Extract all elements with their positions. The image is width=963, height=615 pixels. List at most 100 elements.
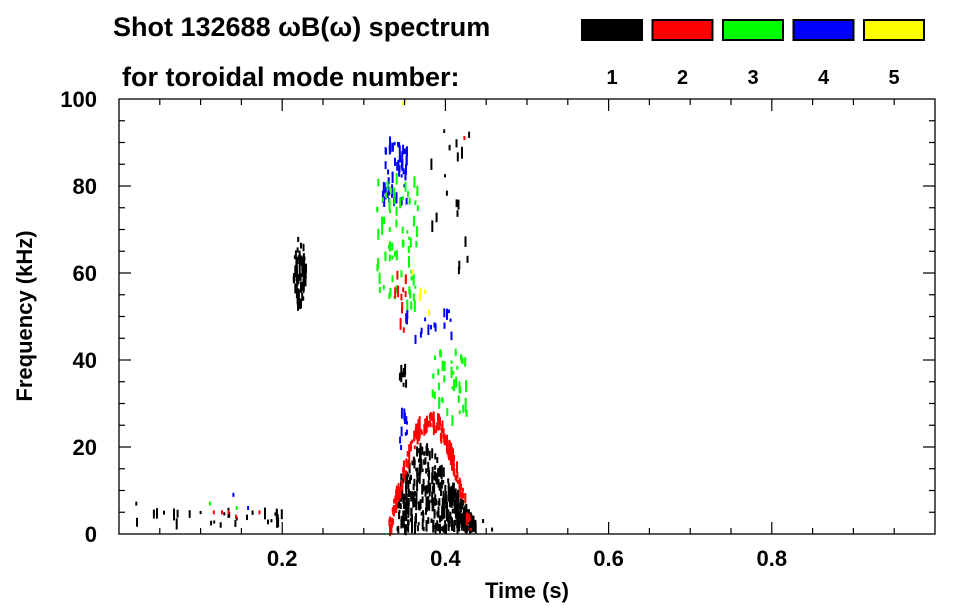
- spectrum-mark-mode-1: [433, 475, 435, 480]
- spectrum-mark-mode-4: [384, 161, 387, 170]
- spectrum-mark-mode-1: [457, 517, 460, 524]
- spectrum-mark-mode-3: [395, 206, 398, 216]
- spectrum-mark-mode-1: [459, 503, 462, 513]
- spectrum-mark-mode-2: [405, 470, 407, 475]
- spectrum-mark-mode-1: [421, 496, 424, 503]
- spectrum-mark-mode-4: [391, 142, 394, 152]
- spectrum-mark-mode-2: [452, 448, 454, 457]
- spectrum-mark-mode-1: [446, 503, 448, 512]
- spectrum-mark-mode-1: [426, 485, 429, 491]
- spectrum-mark-mode-4: [391, 172, 394, 177]
- spectrum-mark-mode-1: [423, 459, 426, 465]
- spectrum-mark-mode-3: [395, 285, 398, 294]
- spectrum-mark-mode-3: [465, 380, 467, 393]
- spectrum-mark-mode-1: [436, 520, 439, 525]
- spectrum-mark-mode-1: [136, 517, 138, 527]
- spectrum-mark-mode-1: [175, 518, 178, 530]
- spectrum-mark-mode-1: [407, 498, 410, 506]
- spectrum-mark-mode-1: [442, 502, 445, 507]
- spectrum-mark-mode-1: [411, 460, 414, 466]
- spectrum-mark-mode-5: [419, 287, 422, 297]
- spectrum-mark-mode-1: [295, 262, 298, 275]
- spectrum-mark-mode-1: [413, 460, 416, 465]
- spectrum-mark-mode-1: [302, 253, 305, 266]
- spectrum-mark-mode-3: [401, 226, 404, 234]
- spectrum-mark-mode-1: [455, 199, 458, 208]
- spectrum-mark-mode-1: [421, 447, 424, 455]
- spectrum-mark-mode-1: [448, 521, 451, 528]
- spectrum-mark-mode-2: [396, 270, 399, 280]
- spectrum-mark-mode-2: [389, 516, 391, 523]
- spectrum-mark-mode-3: [451, 386, 454, 390]
- spectrum-mark-mode-3: [208, 501, 211, 506]
- spectrum-mark-mode-1: [210, 520, 213, 526]
- spectrum-mark-mode-1: [427, 504, 429, 510]
- spectrum-mark-mode-2: [402, 287, 405, 293]
- spectrum-mark-mode-2: [468, 516, 471, 521]
- spectrum-mark-mode-2: [426, 420, 429, 428]
- spectrum-mark-mode-4: [450, 331, 453, 341]
- spectrum-mark-mode-3: [450, 360, 453, 364]
- spectrum-mark-mode-1: [407, 503, 410, 514]
- spectrum-mark-mode-1: [407, 489, 410, 497]
- spectrum-mark-mode-1: [294, 283, 297, 294]
- spectrum-mark-mode-3: [385, 192, 387, 199]
- spectrum-mark-mode-2: [459, 489, 461, 498]
- spectrum-mark-mode-1: [441, 504, 444, 510]
- spectrum-mark-mode-1: [274, 512, 277, 516]
- spectrum-mark-mode-1: [430, 518, 433, 523]
- spectrum-mark-mode-3: [439, 349, 442, 358]
- spectrum-mark-mode-3: [383, 216, 386, 225]
- spectrum-mark-mode-1: [404, 524, 407, 536]
- spectrum-mark-mode-1: [302, 274, 305, 281]
- spectrum-mark-mode-1: [468, 518, 471, 531]
- spectrum-mark-mode-4: [394, 157, 396, 166]
- spectrum-mark-mode-3: [394, 251, 396, 257]
- spectrum-mark-mode-1: [427, 496, 430, 501]
- legend-swatch-mode-5: [863, 19, 925, 41]
- spectrum-mark-mode-1: [440, 515, 443, 522]
- spectrum-mark-mode-2: [449, 456, 452, 466]
- spectrum-mark-mode-1: [427, 499, 430, 510]
- spectrum-mark-mode-1: [438, 498, 441, 507]
- spectrum-mark-mode-1: [412, 491, 415, 503]
- spectrum-mark-mode-1: [455, 139, 458, 148]
- spectrum-mark-mode-1: [468, 131, 471, 138]
- spectrum-mark-mode-1: [135, 501, 138, 506]
- axes: 0.2 0.4 0.6 0.8 0 20 40 60 80 100: [60, 87, 936, 571]
- spectrum-mark-mode-1: [457, 266, 460, 275]
- spectrum-mark-mode-1: [294, 250, 297, 260]
- spectrum-mark-mode-1: [454, 506, 456, 514]
- spectrum-mark-mode-1: [461, 512, 464, 520]
- spectrum-mark-mode-1: [418, 464, 421, 475]
- spectrum-mark-mode-1: [264, 507, 266, 520]
- spectrum-mark-mode-1: [417, 522, 420, 526]
- spectrum-mark-mode-1: [447, 509, 450, 513]
- spectrum-mark-mode-1: [176, 509, 179, 518]
- spectrum-mark-mode-1: [293, 255, 296, 259]
- spectrum-mark-mode-1: [400, 518, 403, 529]
- spectrum-mark-mode-1: [450, 501, 453, 508]
- spectrum-mark-mode-1: [451, 508, 454, 514]
- spectrum-mark-mode-1: [301, 285, 304, 290]
- legend-label-mode-5: 5: [888, 67, 899, 89]
- spectrum-mark-mode-1: [295, 268, 298, 281]
- spectrum-mark-mode-1: [442, 467, 445, 477]
- spectrum-mark-mode-3: [456, 365, 459, 370]
- spectrum-mark-mode-4: [389, 136, 391, 146]
- spectrum-mark-mode-4: [388, 146, 391, 151]
- spectrum-mark-mode-2: [458, 477, 461, 489]
- spectrum-mark-mode-4: [400, 199, 403, 206]
- spectrum-mark-mode-1: [421, 468, 424, 473]
- spectrum-mark-mode-3: [381, 197, 384, 202]
- spectrum-mark-mode-4: [383, 182, 386, 188]
- spectrum-mark-mode-1: [425, 489, 428, 495]
- spectrum-mark-mode-2: [424, 418, 427, 428]
- spectrum-mark-mode-1: [301, 266, 304, 277]
- spectrum-mark-mode-1: [410, 497, 413, 502]
- spectrum-mark-mode-1: [402, 368, 405, 374]
- spectrum-mark-mode-1: [449, 487, 452, 496]
- spectrum-mark-mode-2: [453, 455, 456, 459]
- spectrum-mark-mode-2: [437, 413, 439, 422]
- spectrum-mark-mode-2: [404, 290, 407, 298]
